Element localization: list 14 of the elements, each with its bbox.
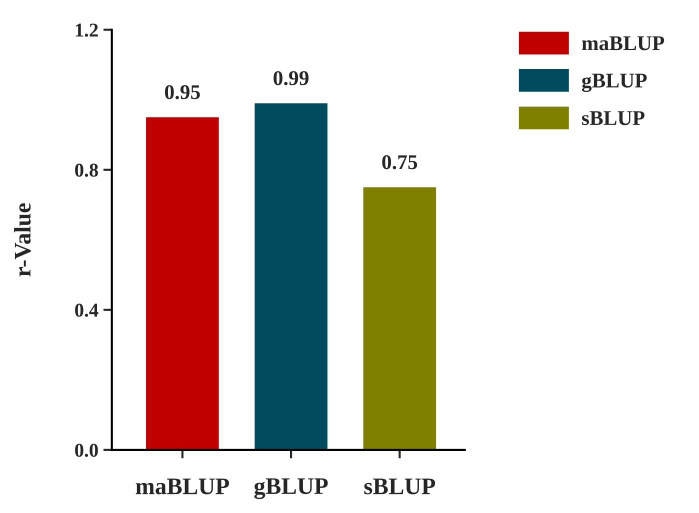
x-tick-label: sBLUP bbox=[364, 478, 436, 494]
legend-label: sBLUP bbox=[582, 111, 644, 126]
x-tick-label: gBLUP bbox=[254, 478, 328, 500]
legend-label: gBLUP bbox=[582, 74, 647, 92]
y-tick-label: 0.0 bbox=[75, 444, 98, 457]
data-label: 0.99 bbox=[274, 71, 309, 86]
x-tick-label: maBLUP bbox=[136, 478, 229, 494]
y-tick-label: 0.4 bbox=[75, 304, 98, 317]
y-axis-title: r-Value bbox=[14, 203, 31, 276]
legend-label: maBLUP bbox=[582, 36, 664, 50]
data-label: 0.95 bbox=[165, 85, 200, 100]
y-tick-label: 1.2 bbox=[76, 24, 98, 37]
data-label: 0.75 bbox=[382, 155, 418, 170]
y-tick-label: 0.8 bbox=[75, 164, 98, 177]
